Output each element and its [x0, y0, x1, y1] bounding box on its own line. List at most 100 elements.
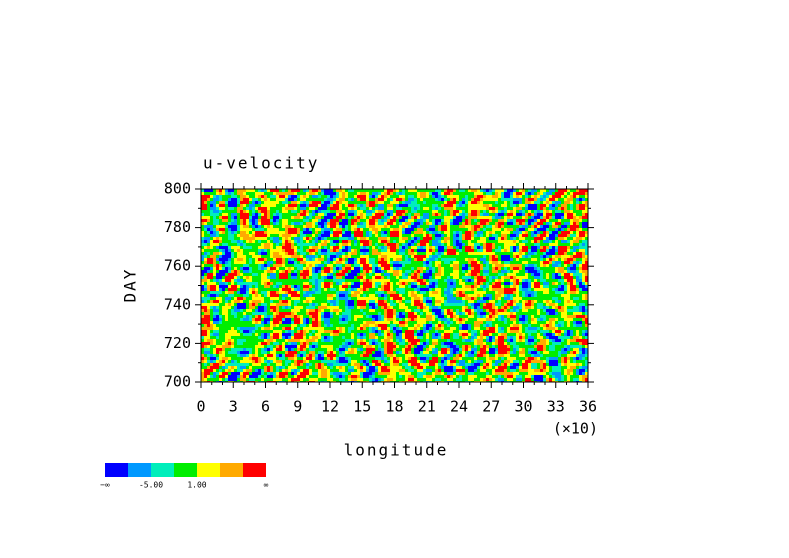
field-cell	[267, 261, 270, 264]
field-cell	[546, 297, 549, 300]
field-cell	[369, 207, 372, 210]
field-cell	[312, 189, 315, 192]
field-cell	[294, 279, 297, 282]
field-cell	[387, 231, 390, 234]
field-cell	[318, 201, 321, 204]
field-cell	[234, 207, 237, 210]
field-cell	[408, 303, 411, 306]
field-cell	[423, 258, 426, 261]
field-cell	[423, 270, 426, 273]
field-cell	[546, 237, 549, 240]
field-cell	[234, 252, 237, 255]
field-cell	[390, 252, 393, 255]
field-cell	[264, 300, 267, 303]
field-cell	[336, 303, 339, 306]
field-cell	[531, 255, 534, 258]
field-cell	[252, 234, 255, 237]
field-cell	[381, 222, 384, 225]
field-cell	[474, 243, 477, 246]
field-cell	[405, 240, 408, 243]
field-cell	[306, 270, 309, 273]
field-cell	[396, 258, 399, 261]
field-cell	[228, 201, 231, 204]
field-cell	[234, 243, 237, 246]
field-cell	[573, 285, 576, 288]
field-cell	[477, 195, 480, 198]
field-cell	[465, 231, 468, 234]
field-cell	[540, 234, 543, 237]
field-cell	[201, 261, 204, 264]
field-cell	[237, 246, 240, 249]
field-cell	[474, 189, 477, 192]
field-cell	[474, 279, 477, 282]
field-cell	[561, 237, 564, 240]
field-cell	[420, 279, 423, 282]
field-cell	[465, 270, 468, 273]
field-cell	[468, 291, 471, 294]
field-cell	[375, 273, 378, 276]
field-cell	[465, 273, 468, 276]
field-cell	[525, 294, 528, 297]
field-cell	[564, 279, 567, 282]
field-cell	[585, 279, 588, 282]
field-cell	[498, 210, 501, 213]
field-cell	[390, 279, 393, 282]
field-cell	[558, 252, 561, 255]
field-cell	[360, 207, 363, 210]
field-cell	[519, 189, 522, 192]
field-cell	[462, 219, 465, 222]
field-cell	[465, 213, 468, 216]
field-cell	[336, 189, 339, 192]
field-cell	[525, 273, 528, 276]
field-cell	[228, 237, 231, 240]
field-cell	[228, 300, 231, 303]
field-cell	[342, 213, 345, 216]
field-cell	[420, 249, 423, 252]
field-cell	[540, 294, 543, 297]
field-cell	[399, 255, 402, 258]
field-cell	[204, 273, 207, 276]
field-cell	[426, 276, 429, 279]
field-cell	[495, 225, 498, 228]
field-cell	[468, 240, 471, 243]
field-cell	[525, 276, 528, 279]
field-cell	[237, 276, 240, 279]
field-cell	[288, 228, 291, 231]
field-cell	[261, 270, 264, 273]
field-cell	[426, 243, 429, 246]
field-cell	[288, 273, 291, 276]
field-cell	[519, 195, 522, 198]
field-cell	[387, 276, 390, 279]
field-cell	[336, 237, 339, 240]
field-cell	[459, 234, 462, 237]
field-cell	[270, 261, 273, 264]
field-cell	[423, 267, 426, 270]
field-cell	[291, 246, 294, 249]
field-cell	[288, 219, 291, 222]
field-cell	[558, 234, 561, 237]
field-cell	[333, 291, 336, 294]
field-cell	[252, 300, 255, 303]
field-cell	[282, 303, 285, 306]
field-cell	[510, 216, 513, 219]
field-cell	[237, 279, 240, 282]
field-cell	[294, 264, 297, 267]
field-cell	[324, 279, 327, 282]
field-cell	[363, 213, 366, 216]
field-cell	[540, 249, 543, 252]
field-cell	[321, 273, 324, 276]
field-cell	[351, 288, 354, 291]
field-cell	[450, 192, 453, 195]
field-cell	[294, 195, 297, 198]
field-cell	[393, 303, 396, 306]
field-cell	[453, 267, 456, 270]
field-cell	[282, 192, 285, 195]
field-cell	[576, 288, 579, 291]
field-cell	[249, 267, 252, 270]
field-cell	[567, 288, 570, 291]
field-cell	[378, 246, 381, 249]
field-cell	[237, 252, 240, 255]
field-cell	[525, 270, 528, 273]
field-cell	[456, 270, 459, 273]
field-cell	[537, 276, 540, 279]
